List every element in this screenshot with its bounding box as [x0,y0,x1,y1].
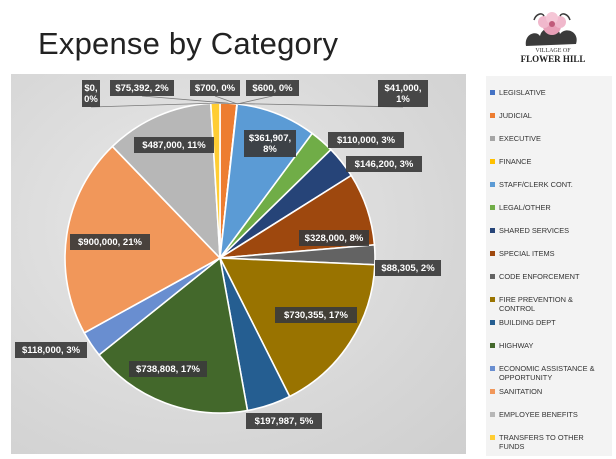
data-label-box [375,260,441,276]
legend-label: SHARED SERVICES [499,226,570,235]
legend-label: LEGAL/OTHER [499,203,551,212]
data-label-text: $738,808, 17% [136,364,200,375]
legend-swatch [490,274,495,279]
data-label: $328,000, 8% [299,230,369,246]
data-label-text: $730,355, 17% [284,310,348,321]
legend-label: SANITATION [499,387,543,396]
data-label: $487,000, 11% [134,137,214,153]
leader-line [90,102,221,108]
leader-line [237,95,273,105]
data-label-box [378,80,428,107]
data-label-text: $75,392, 2% [115,83,169,94]
data-label: $41,000, 1% [378,80,428,107]
data-label-box [328,132,404,148]
data-label-text: $487,000, 11% [142,140,206,151]
data-label-box [82,80,100,107]
logo-main-text: FLOWER HILL [521,54,586,64]
data-label: $110,000, 3% [328,132,404,148]
leader-line [141,95,229,104]
legend-swatch [490,136,495,141]
data-label: $88,305, 2% [375,260,441,276]
data-label-text: $88,305, 2% [381,263,435,274]
data-label-text: $41,000, 1% [385,83,422,105]
data-label: $600, 0% [246,80,299,96]
legend-label: CODE ENFORCEMENT [499,272,580,281]
legend-swatch [490,90,495,95]
legend-swatch [490,113,495,118]
flower-icon [525,12,577,46]
legend-label: HIGHWAY [499,341,534,350]
data-label-text: $328,000, 8% [305,233,364,244]
data-label-box [246,80,299,96]
legend-label: BUILDING DEPT [499,318,556,327]
slide-title: Expense by Category [38,26,339,61]
legend-label: LEGISLATIVE [499,88,546,97]
data-label: $900,000, 21% [70,234,150,250]
legend-swatch [490,205,495,210]
legend-swatch [490,297,495,302]
data-label-box [244,130,296,157]
data-label-text: $600, 0% [252,83,293,94]
legend-label: JUDICIAL [499,111,532,120]
data-label-text: $361,907, 8% [249,133,291,155]
data-label-box [134,137,214,153]
data-label-box [15,342,87,358]
data-label-box [110,80,174,96]
legend-swatch [490,159,495,164]
data-label-box [275,307,357,323]
data-label-box [190,80,240,96]
legend-swatch [490,251,495,256]
legend-label: ECONOMIC ASSISTANCE & OPPORTUNITY [499,364,595,382]
data-label-text: $110,000, 3% [337,135,396,146]
data-label-text: $900,000, 21% [78,237,142,248]
data-label-box [299,230,369,246]
legend-swatch [490,435,495,440]
flower-hill-logo: VILLAGE OF FLOWER HILL [521,12,586,64]
data-label-box [129,361,207,377]
data-label: $197,987, 5% [246,413,322,429]
data-label: $118,000, 3% [15,342,87,358]
data-label-box [246,413,322,429]
logo-top-text: VILLAGE OF [535,48,571,54]
leader-line [215,102,404,108]
data-label-text: $700, 0% [195,83,236,94]
data-labels: $0, 0% $75,392, 2% $700, 0% $600, 0% $361,907… [15,80,441,429]
legend: LEGISLATIVE JUDICIAL EXECUTIVE FINANCE STAFF… [486,76,612,456]
legend-label: EMPLOYEE BENEFITS [499,410,578,419]
leader-lines [90,95,404,108]
data-label: $738,808, 17% [129,361,207,377]
legend-swatch [490,389,495,394]
data-label: $361,907, 8% [244,130,296,157]
data-label-box [346,156,422,172]
legend-swatch [490,320,495,325]
legend-swatch [490,366,495,371]
legend-swatch [490,412,495,417]
legend-swatch [490,228,495,233]
data-label: $146,200, 3% [346,156,422,172]
data-label: $0, 0% [82,80,100,107]
legend-label: SPECIAL ITEMS [499,249,555,258]
legend-swatch [490,182,495,187]
data-label-text: $146,200, 3% [355,159,414,170]
pie-slice-fire-prevention-control [218,257,376,398]
legend-label: STAFF/CLERK CONT. [499,180,573,189]
legend-label: TRANSFERS TO OTHER FUNDS [499,433,584,451]
data-label: $700, 0% [190,80,240,96]
legend-swatch [490,343,495,348]
legend-label: EXECUTIVE [499,134,541,143]
data-label-text: $118,000, 3% [22,345,81,356]
legend-label: FIRE PREVENTION & CONTROL [499,295,573,313]
data-label: $75,392, 2% [110,80,174,96]
leader-line [214,95,238,105]
data-label: $730,355, 17% [275,307,357,323]
pie-slices [64,102,376,414]
data-label-text: $197,987, 5% [255,416,314,427]
data-label-text: $0, 0% [84,83,98,105]
legend-label: FINANCE [499,157,532,166]
data-label-box [70,234,150,250]
